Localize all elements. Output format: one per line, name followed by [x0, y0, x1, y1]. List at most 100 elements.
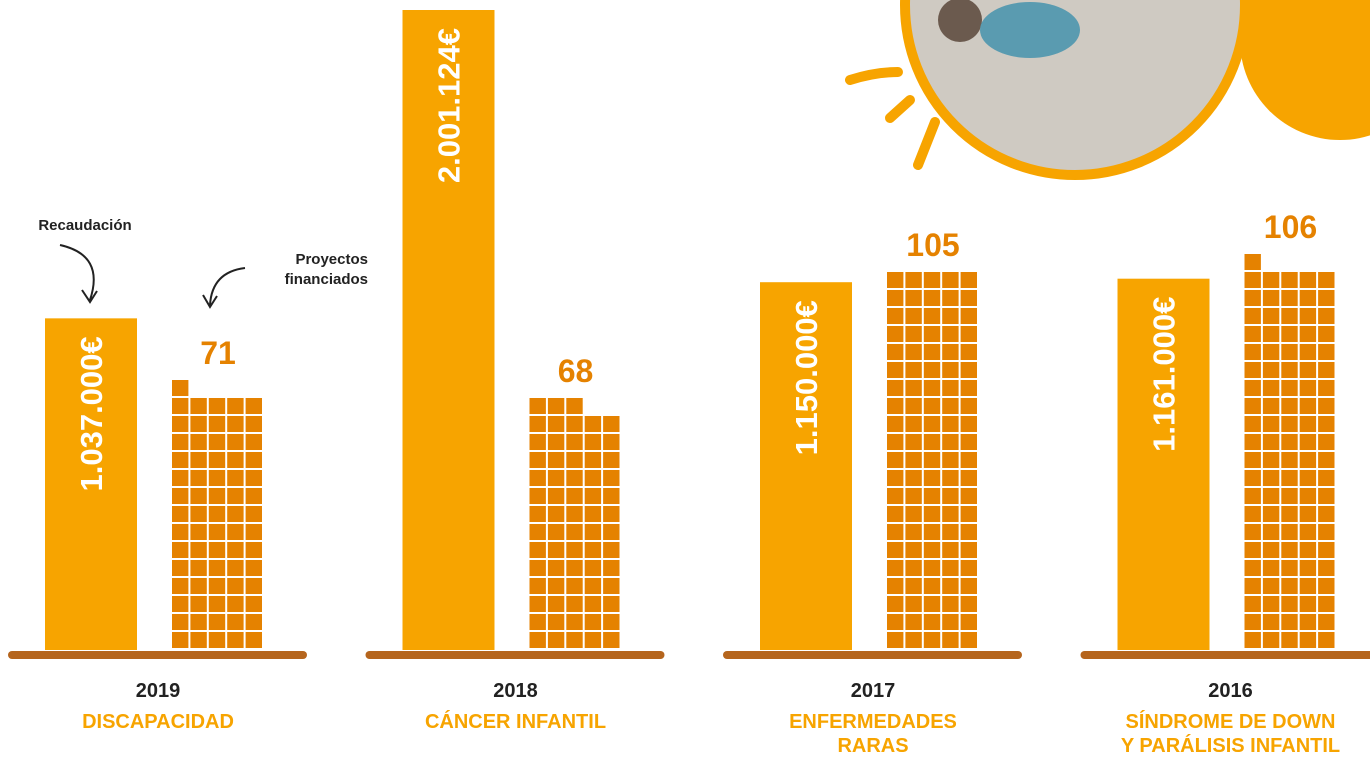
project-square — [1299, 488, 1317, 504]
project-square — [887, 380, 904, 396]
project-square — [529, 560, 546, 576]
project-square — [529, 452, 546, 468]
project-square — [547, 488, 565, 504]
project-square — [245, 506, 262, 522]
project-square — [1244, 632, 1261, 648]
project-square — [190, 524, 207, 540]
theme-label: SÍNDROME DE DOWN — [1126, 710, 1336, 733]
project-square — [547, 632, 565, 648]
project-square — [887, 614, 904, 630]
project-square — [1281, 380, 1298, 396]
project-square — [566, 596, 583, 612]
project-square — [566, 632, 583, 648]
project-square — [1318, 470, 1335, 486]
project-square — [942, 308, 959, 324]
project-square — [887, 560, 904, 576]
project-square — [960, 506, 977, 522]
project-square — [584, 614, 602, 630]
project-square — [603, 596, 620, 612]
project-square — [1299, 272, 1317, 288]
value-label: 1.037.000€ — [74, 336, 109, 491]
project-square — [923, 596, 941, 612]
project-square — [172, 470, 189, 486]
project-square — [566, 524, 583, 540]
project-square — [584, 524, 602, 540]
project-square — [245, 542, 262, 558]
project-square — [1318, 542, 1335, 558]
project-square — [603, 632, 620, 648]
project-square — [887, 452, 904, 468]
project-square — [942, 326, 959, 342]
project-square — [960, 398, 977, 414]
project-square — [584, 578, 602, 594]
project-square — [942, 488, 959, 504]
project-square — [208, 596, 226, 612]
project-square — [227, 470, 244, 486]
theme-label: CÁNCER INFANTIL — [425, 710, 606, 733]
theme-label: RARAS — [837, 735, 908, 757]
project-square — [960, 326, 977, 342]
project-square — [547, 524, 565, 540]
photo-detail — [938, 0, 982, 42]
project-square — [1299, 470, 1317, 486]
project-square — [227, 488, 244, 504]
project-square — [1318, 506, 1335, 522]
project-square — [905, 578, 922, 594]
project-square — [1299, 380, 1317, 396]
value-label: 2.001.124€ — [432, 28, 467, 183]
project-square — [960, 290, 977, 306]
project-square — [190, 542, 207, 558]
project-square — [960, 452, 977, 468]
project-square — [1318, 632, 1335, 648]
project-square — [584, 470, 602, 486]
project-square — [172, 506, 189, 522]
project-square — [1281, 308, 1298, 324]
project-square — [208, 470, 226, 486]
project-square — [1262, 398, 1280, 414]
project-square — [942, 596, 959, 612]
project-square — [887, 524, 904, 540]
project-square — [208, 488, 226, 504]
project-square — [887, 542, 904, 558]
project-square — [1244, 362, 1261, 378]
project-square — [905, 452, 922, 468]
project-square — [1262, 290, 1280, 306]
project-square — [905, 524, 922, 540]
project-square — [584, 596, 602, 612]
project-square — [923, 542, 941, 558]
project-square — [1318, 362, 1335, 378]
project-square — [1281, 344, 1298, 360]
project-square — [923, 380, 941, 396]
project-square — [960, 488, 977, 504]
project-square — [887, 344, 904, 360]
project-square — [566, 488, 583, 504]
project-square — [547, 578, 565, 594]
bar — [45, 318, 137, 650]
count-label: 106 — [1264, 209, 1317, 245]
project-square — [905, 596, 922, 612]
project-square — [245, 470, 262, 486]
project-square — [1244, 614, 1261, 630]
project-square — [923, 614, 941, 630]
project-square — [227, 398, 244, 414]
project-square — [245, 398, 262, 414]
project-square — [905, 416, 922, 432]
decoration — [845, 0, 1370, 180]
project-square — [1281, 290, 1298, 306]
project-square — [1244, 434, 1261, 450]
project-square — [1262, 632, 1280, 648]
project-square — [190, 596, 207, 612]
project-square — [942, 578, 959, 594]
project-square — [942, 542, 959, 558]
project-square — [190, 398, 207, 414]
project-square — [887, 434, 904, 450]
project-square — [887, 470, 904, 486]
project-square — [529, 632, 546, 648]
project-square — [1262, 272, 1280, 288]
project-square — [1281, 542, 1298, 558]
project-square — [547, 560, 565, 576]
sun-ray — [885, 95, 915, 123]
project-square — [960, 578, 977, 594]
project-square — [905, 542, 922, 558]
year-label: 2017 — [851, 680, 896, 702]
